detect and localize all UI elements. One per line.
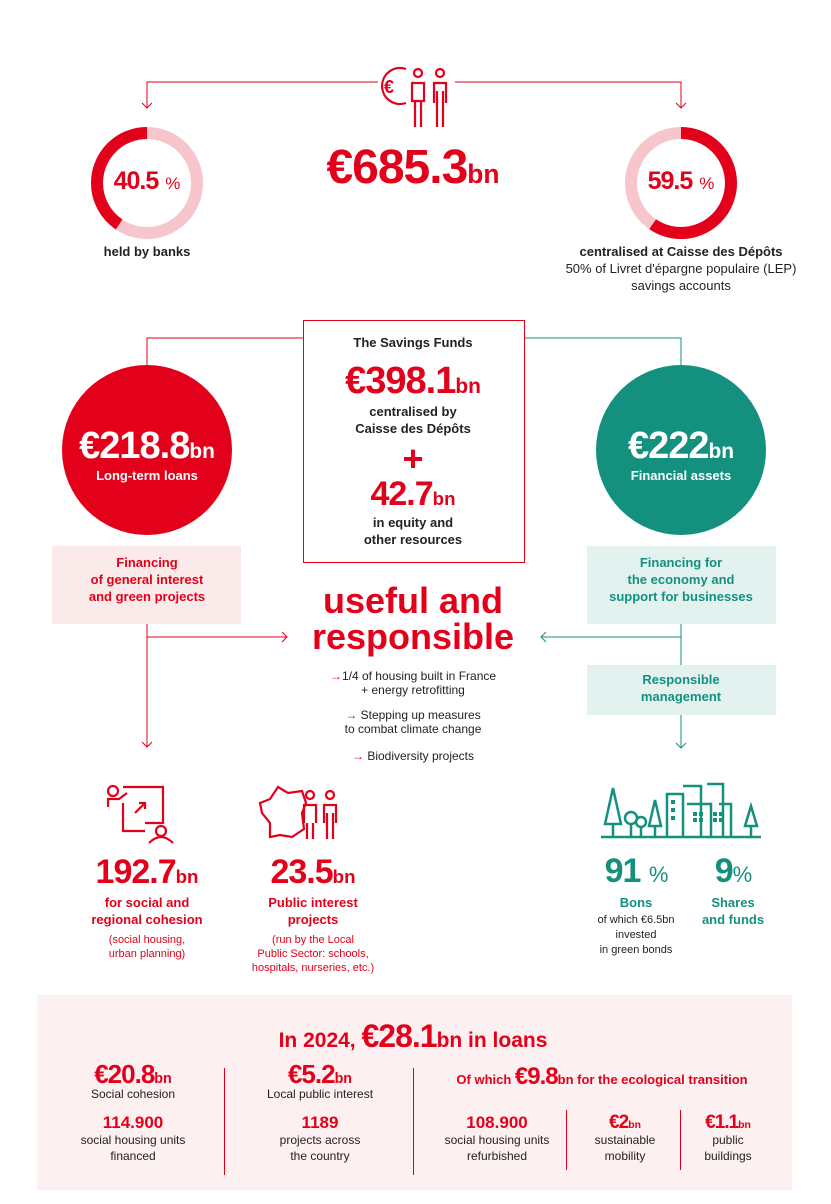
public-value: 23.5bn bbox=[270, 853, 356, 891]
bonds-note: in green bonds bbox=[599, 944, 673, 956]
social-cohesion-label: Social cohesion bbox=[90, 1087, 176, 1101]
divider bbox=[413, 1068, 414, 1175]
cdc-donut bbox=[625, 127, 737, 239]
arrow-right-icon: → bbox=[351, 749, 368, 763]
financial-assets-circle bbox=[596, 365, 766, 535]
bonds-note: of which €6.5bn bbox=[597, 914, 675, 926]
divider bbox=[224, 1068, 225, 1175]
savings-funds-value: €398.1bn bbox=[345, 360, 481, 402]
donut-share bbox=[91, 127, 203, 239]
loans-box-line: of general interest bbox=[90, 572, 204, 587]
equity-value: 42.7bn bbox=[370, 475, 456, 513]
cdc-label: centralised at Caisse des Dépôts bbox=[579, 244, 783, 259]
assets-label: Financial assets bbox=[630, 468, 732, 483]
social-label: for social and bbox=[104, 895, 190, 910]
useful-title: useful and bbox=[322, 580, 504, 621]
public-label: projects bbox=[287, 912, 339, 927]
savings-funds-title: The Savings Funds bbox=[353, 335, 473, 350]
local-value: €5.2bn bbox=[287, 1059, 353, 1089]
bullet-item: → Biodiversity projects bbox=[351, 749, 475, 763]
social-cohesion-value: €20.8bn bbox=[94, 1059, 172, 1089]
shares-percent: 9% bbox=[714, 852, 752, 890]
loans-value: €218.8bn bbox=[79, 425, 215, 467]
eco-buildings-label: public bbox=[712, 1133, 744, 1147]
public-note: (run by the Local bbox=[272, 934, 354, 946]
eco-housing-label: social housing units bbox=[444, 1133, 550, 1147]
local-label: Local public interest bbox=[266, 1087, 374, 1101]
banks-donut bbox=[91, 127, 203, 239]
arrow-right-icon: → bbox=[329, 669, 342, 683]
svg-text:€: € bbox=[384, 77, 394, 97]
loans-box-line: and green projects bbox=[88, 589, 206, 604]
city-trees-icon bbox=[601, 782, 761, 839]
long-term-loans-circle bbox=[62, 365, 232, 535]
bonds-percent: 91 % bbox=[604, 852, 669, 890]
bullet-item: →1/4 of housing built in France + energy … bbox=[329, 669, 497, 697]
loans-financing-box bbox=[52, 546, 241, 624]
local-count: 1189 bbox=[301, 1113, 339, 1132]
eco-header: Of which €9.8bn for the ecological trans… bbox=[456, 1063, 748, 1090]
assets-box-line: support for businesses bbox=[609, 589, 753, 604]
responsible-management-box bbox=[587, 665, 776, 715]
management-line: Responsible bbox=[642, 672, 720, 687]
equity-line2: other resources bbox=[363, 532, 463, 547]
divider bbox=[566, 1110, 567, 1170]
eco-housing-value: 108.900 bbox=[466, 1113, 528, 1132]
loans-label: Long-term loans bbox=[96, 468, 198, 483]
local-count-label: projects across bbox=[279, 1133, 361, 1147]
management-line: management bbox=[640, 689, 722, 704]
eco-buildings-value: €1.1bn bbox=[705, 1112, 751, 1133]
public-note: hospitals, nurseries, etc.) bbox=[251, 962, 375, 974]
banks-label: held by banks bbox=[103, 244, 191, 259]
local-count-label: the country bbox=[290, 1149, 350, 1163]
savings-funds-box bbox=[303, 320, 525, 563]
social-note: urban planning) bbox=[108, 948, 186, 960]
donut-share bbox=[625, 127, 737, 239]
cdc-sub2: savings accounts bbox=[631, 278, 731, 293]
eco-buildings-label: buildings bbox=[704, 1149, 752, 1163]
cdc-sub1: 50% of Livret d'épargne populaire (LEP) bbox=[565, 261, 797, 276]
shares-label: and funds bbox=[701, 912, 765, 927]
equity-line1: in equity and bbox=[372, 515, 454, 530]
loans-box-line: Financing bbox=[116, 555, 178, 570]
savings-funds-line2: Caisse des Dépôts bbox=[355, 421, 471, 436]
presentation-link-person-icon bbox=[106, 784, 174, 844]
plus-sign: + bbox=[402, 438, 424, 479]
eco-housing-label: refurbished bbox=[466, 1149, 528, 1163]
arrow-right-icon: → bbox=[345, 708, 361, 722]
cdc-percent: 59.5 % bbox=[647, 167, 715, 195]
assets-financing-box bbox=[587, 546, 776, 624]
divider bbox=[680, 1110, 681, 1170]
bullet-item: → Stepping up measures to combat climate … bbox=[344, 708, 482, 736]
eco-mobility-label: mobility bbox=[604, 1149, 646, 1163]
assets-value: €222bn bbox=[627, 425, 735, 467]
euro-people-icon: € bbox=[380, 66, 448, 127]
panel-title: In 2024, €28.1bn in loans bbox=[278, 1018, 548, 1054]
assets-box-line: Financing for bbox=[639, 555, 723, 570]
shares-label: Shares bbox=[711, 895, 755, 910]
bonds-label: Bons bbox=[619, 895, 653, 910]
loans-2024-panel bbox=[37, 995, 792, 1190]
public-label: Public interest bbox=[268, 895, 358, 910]
total-savings: €685.3bn bbox=[326, 141, 500, 194]
banks-percent: 40.5 % bbox=[113, 167, 181, 195]
savings-funds-line1: centralised by bbox=[369, 404, 457, 419]
social-label: regional cohesion bbox=[91, 912, 203, 927]
france-map-people-icon bbox=[258, 785, 338, 839]
social-note: (social housing, bbox=[108, 934, 186, 946]
assets-box-line: the economy and bbox=[627, 572, 735, 587]
social-count-label: financed bbox=[110, 1149, 156, 1163]
bonds-note: invested bbox=[615, 929, 657, 941]
social-value: 192.7bn bbox=[95, 853, 199, 891]
social-count: 114.900 bbox=[102, 1113, 164, 1132]
social-count-label: social housing units bbox=[80, 1133, 186, 1147]
public-note: Public Sector: schools, bbox=[257, 948, 369, 960]
responsible-title: responsible bbox=[311, 616, 515, 657]
eco-mobility-label: sustainable bbox=[594, 1133, 656, 1147]
eco-mobility-value: €2bn bbox=[609, 1112, 641, 1133]
